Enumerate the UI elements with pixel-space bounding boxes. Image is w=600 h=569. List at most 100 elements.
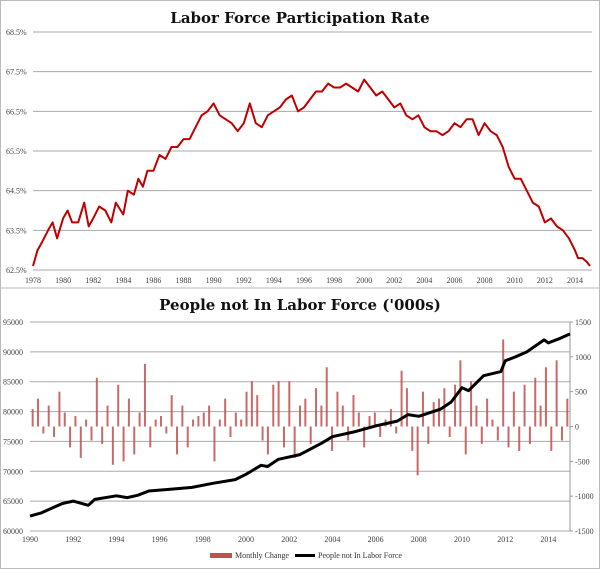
monthly-change-bar: [405, 388, 408, 427]
monthly-change-bar: [181, 405, 184, 427]
monthly-change-bar: [47, 405, 50, 427]
monthly-change-bar: [154, 419, 157, 427]
monthly-change-bar: [250, 381, 253, 427]
monthly-change-bar: [389, 409, 392, 427]
monthly-change-bar: [566, 398, 569, 427]
y-tick-label: 65.5%: [6, 147, 27, 156]
x-tick-label: 2014: [567, 276, 583, 285]
y-left-tick-label: 85000: [3, 378, 23, 387]
monthly-change-bar: [261, 426, 264, 441]
x-tick-label: 2004: [416, 276, 432, 285]
monthly-change-bar: [496, 426, 499, 441]
monthly-change-bar: [395, 426, 398, 434]
y-right-tick-label: -1000: [575, 492, 594, 501]
monthly-change-bar: [58, 391, 61, 427]
x-tick-label: 2012: [537, 276, 553, 285]
lfpr-chart: 62.5% 63.5% 64.5% 65.5% 66.5% 67.5% 68.5% 1978 1…: [6, 28, 592, 285]
nilf-chart: 60000 65000 70000 75000 80000 85000 90000 95000…: [3, 318, 594, 544]
monthly-change-bar: [149, 426, 152, 448]
monthly-change-bar: [341, 405, 344, 427]
monthly-change-bar: [90, 426, 93, 441]
x-tick-label: 1998: [326, 276, 342, 285]
legend-label-people-not-in-lf: People not In Labor Force: [318, 551, 402, 560]
y-tick-label: 62.5%: [6, 266, 27, 275]
monthly-change-bar: [363, 426, 366, 448]
monthly-change-bar: [470, 381, 473, 427]
x-tick-label: 1988: [176, 276, 192, 285]
y-tick-label: 63.5%: [6, 226, 27, 235]
monthly-change-bar: [416, 426, 419, 476]
monthly-change-bar: [229, 426, 232, 437]
monthly-change-bar: [95, 377, 98, 427]
y-right-tick-label: -500: [575, 457, 590, 466]
monthly-change-bar: [69, 426, 72, 448]
monthly-change-bar: [320, 405, 323, 427]
x-tick-label: 1982: [85, 276, 101, 285]
y-right-tick-label: 1500: [575, 318, 591, 327]
bottom-chart-title: People not In Labor Force ('000s): [159, 296, 441, 314]
x-tick-label: 2010: [507, 276, 523, 285]
y-left-tick-label: 65000: [3, 497, 23, 506]
x-tick-label: 1990: [206, 276, 222, 285]
monthly-change-bar: [63, 412, 66, 427]
lfpr-line: [32, 78, 591, 267]
monthly-change-bar: [266, 426, 269, 455]
monthly-change-bar: [512, 391, 515, 427]
monthly-change-bar: [197, 416, 200, 427]
x-tick-label: 2004: [324, 535, 340, 544]
monthly-change-bar: [400, 370, 403, 427]
monthly-change-bar: [240, 419, 243, 427]
x-tick-label: 1978: [25, 276, 41, 285]
monthly-change-bar: [454, 384, 457, 427]
monthly-change-bar: [101, 426, 104, 444]
monthly-change-bar: [208, 405, 211, 427]
monthly-change-bar: [491, 419, 494, 427]
y-tick-label: 67.5%: [6, 68, 27, 77]
monthly-change-bar: [138, 412, 141, 427]
monthly-change-bar: [464, 426, 467, 455]
x-tick-label: 2006: [368, 535, 384, 544]
monthly-change-bar: [186, 426, 189, 448]
monthly-change-bar: [507, 426, 510, 448]
monthly-change-bar: [176, 426, 179, 455]
monthly-change-bar: [245, 391, 248, 427]
monthly-change-bar: [74, 416, 77, 427]
y-tick-label: 68.5%: [6, 28, 27, 37]
monthly-change-bar: [421, 391, 424, 427]
monthly-change-bar: [555, 360, 558, 427]
monthly-change-bar: [411, 426, 414, 451]
x-tick-label: 2002: [386, 276, 402, 285]
monthly-change-bar: [502, 339, 505, 427]
monthly-change-bar: [309, 426, 312, 444]
x-tick-label: 2000: [356, 276, 372, 285]
y-tick-label: 66.5%: [6, 107, 27, 116]
legend-label-monthly-change: Monthly Change: [235, 551, 289, 560]
monthly-change-bar: [528, 426, 531, 444]
legend-swatch-monthly-change: [210, 553, 232, 558]
x-tick-label: 1980: [55, 276, 71, 285]
monthly-change-bar: [224, 398, 227, 427]
x-tick-label: 1992: [236, 276, 252, 285]
monthly-change-bar: [202, 412, 205, 427]
monthly-change-bar: [427, 426, 430, 444]
legend: Monthly Change People not In Labor Force: [210, 551, 402, 560]
monthly-change-bar: [480, 426, 483, 444]
monthly-change-bar: [53, 426, 56, 437]
monthly-change-bar: [133, 426, 136, 455]
x-tick-label: 2000: [238, 535, 254, 544]
x-tick-label: 1998: [195, 535, 211, 544]
monthly-change-bar: [272, 384, 275, 427]
monthly-change-bar: [106, 405, 109, 427]
x-tick-label: 1996: [296, 276, 312, 285]
monthly-change-bar: [550, 426, 553, 451]
monthly-change-bar: [448, 426, 451, 437]
y-right-tick-label: 1000: [575, 353, 591, 362]
monthly-change-bar: [170, 395, 173, 427]
monthly-change-bar: [357, 412, 360, 427]
monthly-change-bar: [213, 426, 216, 462]
y-left-tick-label: 90000: [3, 348, 23, 357]
monthly-change-bar: [165, 426, 168, 434]
monthly-change-bar: [336, 391, 339, 427]
monthly-change-bar: [31, 409, 34, 427]
